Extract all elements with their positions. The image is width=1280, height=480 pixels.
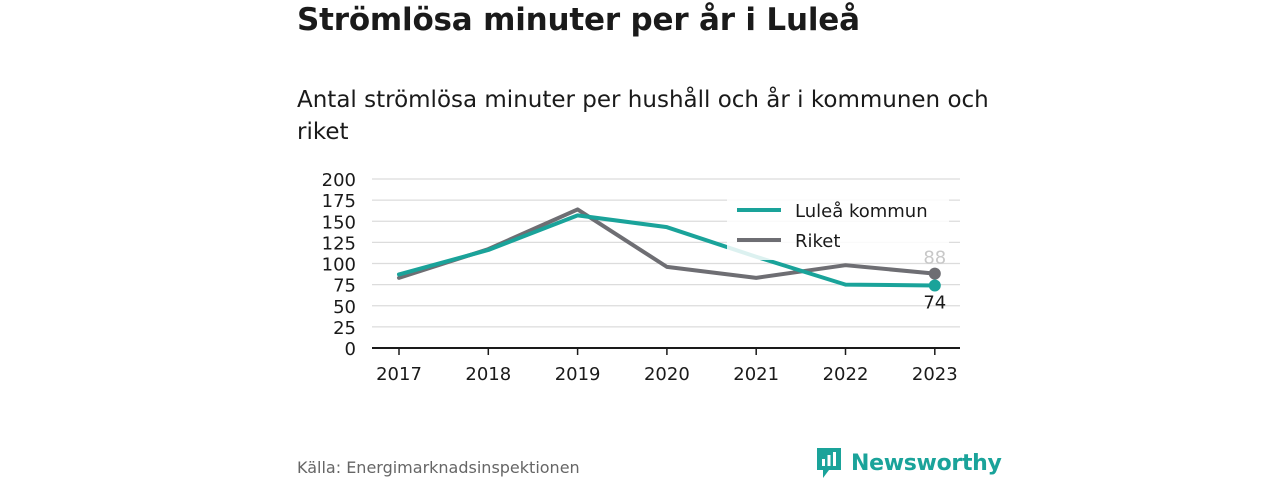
newsworthy-logo-icon [817,448,841,478]
x-tick-label: 2017 [376,364,422,385]
y-tick-label: 25 [333,318,356,339]
newsworthy-logo[interactable]: Newsworthy [815,446,1002,480]
y-tick-label: 100 [322,255,356,276]
y-tick-label: 75 [333,276,356,297]
end-labels: 88 74 [923,248,946,314]
end-point-lulea [928,279,941,292]
x-tick-labels: 2017 2018 2019 2020 2021 2022 2023 [372,347,960,385]
end-label-riket: 88 [923,248,946,269]
x-tick-label: 2018 [465,364,511,385]
source-note: Källa: Energimarknadsinspektionen [297,458,580,477]
series-line-lulea [397,213,937,288]
legend-background [727,196,949,260]
legend: Luleå kommun Riket [727,196,949,260]
legend-label: Riket [795,231,840,252]
legend-label: Luleå kommun [795,201,928,222]
x-tick-label: 2022 [823,364,869,385]
x-tick-label: 2019 [555,364,601,385]
end-point-riket [928,267,941,280]
brand-name: Newsworthy [851,450,1002,476]
y-tick-label: 150 [322,212,356,233]
end-label-lulea: 74 [923,292,946,313]
x-tick-label: 2023 [912,364,958,385]
chart-subtitle: Antal strömlösa minuter per hushåll och … [297,87,989,145]
chart-title: Strömlösa minuter per år i Luleå [297,2,860,38]
y-tick-label: 125 [322,233,356,254]
x-tick-label: 2021 [733,364,779,385]
y-tick-label: 200 [322,170,356,191]
series-lines [397,207,941,292]
y-tick-label: 0 [345,339,356,360]
y-tick-label: 50 [333,297,356,318]
x-tick-label: 2020 [644,364,690,385]
y-tick-label: 175 [322,191,356,212]
